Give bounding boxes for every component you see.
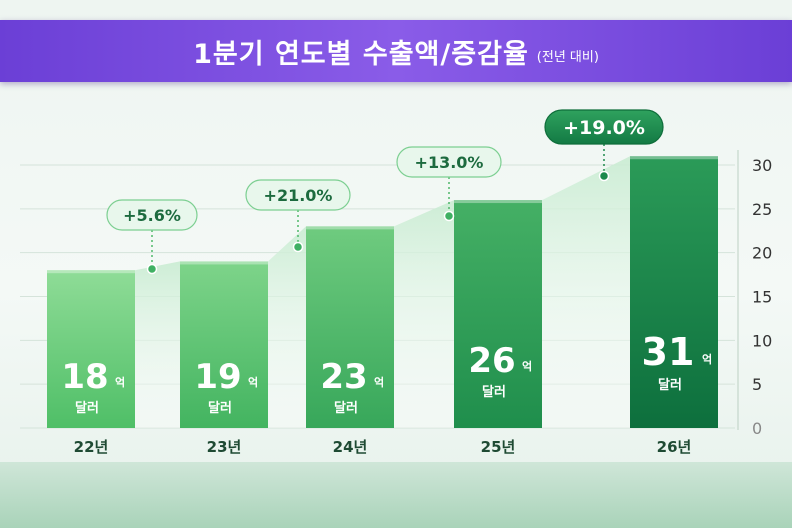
bar-value-label: 18 [61,357,108,397]
bar [180,261,268,428]
bar-currency-label: 달러 [75,400,99,416]
bar-unit-label: 억 [374,376,384,389]
chart-subtitle: (전년 대비) [536,49,599,65]
bar-currency-label: 달러 [208,400,232,416]
growth-pill [396,146,502,178]
y-tick-label: 0 [752,419,762,438]
chart-title: 1분기 연도별 수출액/증감율 [193,38,529,70]
x-category-label: 25년 [481,438,516,456]
bar-currency-label: 달러 [658,377,682,393]
y-tick-label: 10 [752,331,772,350]
connector-area [268,226,306,428]
connector-area [542,156,630,428]
growth-label: +19.0% [563,117,645,139]
bar [47,270,135,428]
bar-unit-label: 억 [248,376,258,389]
growth-marker [598,170,610,182]
growth-label: +13.0% [415,153,484,172]
growth-pill [245,179,351,211]
bar-unit-label: 억 [115,376,125,389]
growth-pill [106,199,198,231]
x-category-label: 26년 [657,438,692,456]
x-category-label: 24년 [333,438,368,456]
growth-pill [544,109,664,145]
y-tick-label: 30 [752,156,772,175]
bar-highlight [454,200,542,204]
growth-marker [443,210,455,222]
y-tick-label: 5 [752,375,762,394]
growth-marker [146,263,158,275]
x-category-label: 22년 [74,438,109,456]
bar-highlight [47,270,135,274]
bar-value-label: 26 [468,341,515,381]
growth-label: +21.0% [264,186,333,205]
bar [306,226,394,428]
bar-highlight [630,156,718,160]
bar-highlight [180,261,268,265]
growth-label: +5.6% [123,206,181,225]
bar-unit-label: 억 [702,353,712,366]
title-bar: 1분기 연도별 수출액/증감율 (전년 대비) [0,20,792,82]
bar-value-label: 19 [194,357,241,397]
x-category-label: 23년 [207,438,242,456]
bar-highlight [306,226,394,230]
connector-area [394,200,454,428]
bottom-band [0,462,792,528]
bar-currency-label: 달러 [334,400,358,416]
bar-unit-label: 억 [522,360,532,373]
bar [454,200,542,428]
bar [630,156,718,428]
bar-value-label: 23 [320,357,367,397]
growth-marker [292,241,304,253]
connector-area [135,261,180,428]
bar-currency-label: 달러 [482,384,506,400]
y-tick-label: 20 [752,244,772,263]
bar-value-label: 31 [642,330,695,374]
y-tick-label: 25 [752,200,772,219]
y-tick-label: 15 [752,288,772,307]
